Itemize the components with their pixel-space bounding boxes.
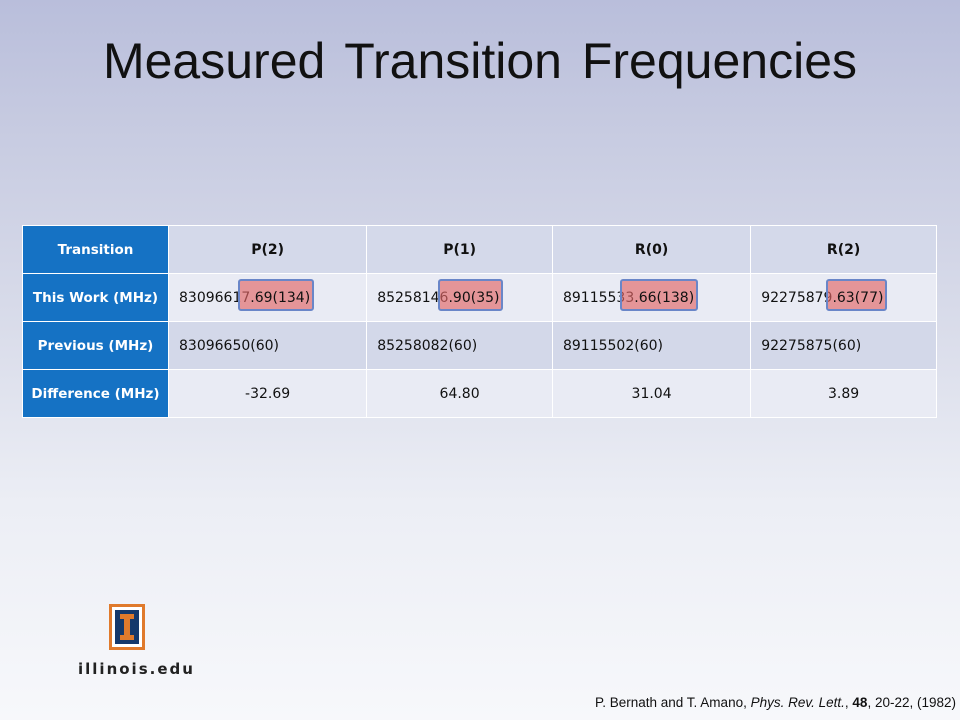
citation-journal: Phys. Rev. Lett. xyxy=(750,695,845,710)
logo-text: illinois.edu xyxy=(78,660,195,678)
table-cell: 85258082(60) xyxy=(366,321,553,370)
highlight-box xyxy=(826,278,888,311)
citation-separator: , xyxy=(844,695,853,710)
frequency-table: Transition P(2) P(1) R(0) R(2) This Work… xyxy=(22,225,937,418)
highlighted-value: .90(35) xyxy=(448,289,500,306)
highlight-box xyxy=(438,278,504,311)
table-cell: 92275875(60) xyxy=(750,321,937,370)
page-title: Measured Transition Frequencies xyxy=(102,33,858,89)
column-header-r2: R(2) xyxy=(750,225,937,274)
table-cell: 83096617.69(134) xyxy=(167,273,368,322)
table-cell: 92275879.63(77) xyxy=(750,273,937,322)
illinois-logo: illinois.edu xyxy=(78,604,195,684)
value-prefix: 89115533 xyxy=(562,289,635,306)
column-header-p1: P(1) xyxy=(366,225,553,274)
table-row-difference: Difference (MHz) -32.69 64.80 31.04 3.89 xyxy=(22,369,937,418)
row-label-this-work: This Work (MHz) xyxy=(22,273,169,322)
table-cell: 64.80 xyxy=(366,369,553,418)
block-i-icon xyxy=(109,604,145,650)
row-label-previous: Previous (MHz) xyxy=(22,321,169,370)
table-row-previous: Previous (MHz) 83096650(60) 85258082(60)… xyxy=(22,321,937,370)
citation-pages-year: , 20-22, (1982) xyxy=(867,695,956,710)
column-header-r0: R(0) xyxy=(551,225,752,274)
table-cell: 89115502(60) xyxy=(551,321,752,370)
column-header-p2: P(2) xyxy=(167,225,368,274)
row-label-difference: Difference (MHz) xyxy=(22,369,169,418)
citation: P. Bernath and T. Amano, Phys. Rev. Lett… xyxy=(595,695,956,710)
highlighted-value: .63(77) xyxy=(832,289,884,306)
value-prefix: 92275879 xyxy=(761,289,833,306)
highlight-box xyxy=(620,278,699,311)
value-prefix: 85258146 xyxy=(377,289,449,306)
table-cell: 31.04 xyxy=(551,369,752,418)
highlighted-value: .66(138) xyxy=(634,289,695,306)
table-cell: 83096650(60) xyxy=(167,321,368,370)
highlighted-value: .69(134) xyxy=(250,289,311,306)
table-cell: 85258146.90(35) xyxy=(366,273,553,322)
table-cell: 3.89 xyxy=(750,369,937,418)
value-prefix: 83096617 xyxy=(179,289,251,306)
table-header-row: Transition P(2) P(1) R(0) R(2) xyxy=(22,225,937,274)
table-cell: -32.69 xyxy=(167,369,368,418)
table-row-this-work: This Work (MHz) 83096617.69(134) 8525814… xyxy=(22,273,937,322)
citation-volume: 48 xyxy=(852,695,868,710)
table-cell: 89115533.66(138) xyxy=(551,273,752,322)
highlight-box xyxy=(238,278,315,311)
citation-authors: P. Bernath and T. Amano, xyxy=(594,695,751,710)
table-corner-label: Transition xyxy=(22,225,169,274)
